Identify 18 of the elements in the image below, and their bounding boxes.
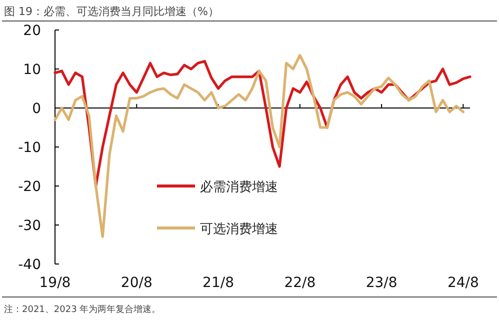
y-tick-label: -30 xyxy=(18,218,41,234)
chart-title: 图 19：必需、可选消费当月同比增速（%） xyxy=(4,5,219,18)
x-tick-label: 19/8 xyxy=(39,275,71,291)
y-tick-label: -10 xyxy=(18,140,41,156)
x-tick-label: 21/8 xyxy=(202,275,234,291)
text: 注：2021、2023 年为两年复合增速。 xyxy=(4,304,161,315)
y-tick-label: 20 xyxy=(23,23,41,39)
y-tick-label: 0 xyxy=(32,101,41,117)
x-tick-label: 24/8 xyxy=(447,275,479,291)
y-tick-label: -20 xyxy=(18,179,41,195)
y-tick-label: -40 xyxy=(18,257,41,273)
legend-label: 可选消费增速 xyxy=(200,222,278,237)
x-tick-label: 23/8 xyxy=(366,275,398,291)
x-tick-label: 22/8 xyxy=(284,275,316,291)
y-tick-label: 10 xyxy=(23,62,41,78)
legend-label: 必需消费增速 xyxy=(200,180,278,195)
line-series xyxy=(54,54,464,238)
x-tick-label: 20/8 xyxy=(120,275,152,291)
